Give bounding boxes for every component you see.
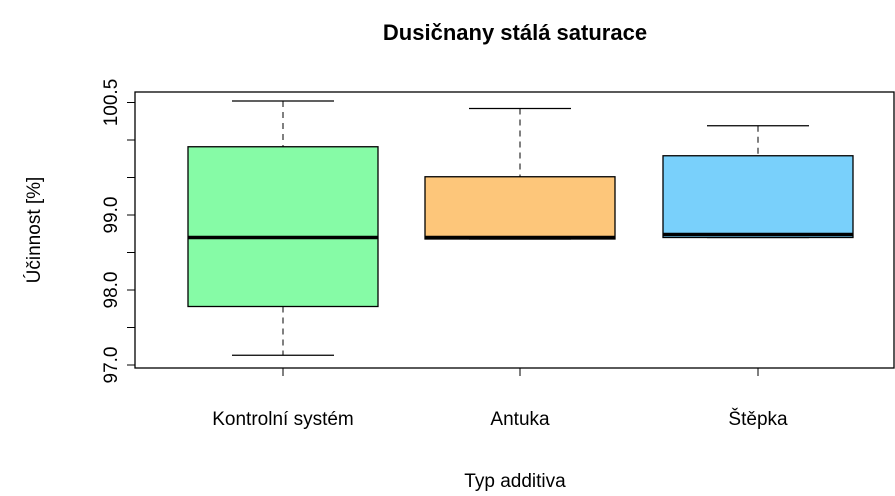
x-tick-label: Antuka [490,409,550,430]
x-tick-label: Kontrolní systém [212,409,354,430]
y-tick-label: 100.5 [101,79,122,127]
y-axis-label: Účinnost [%] [23,177,45,284]
x-tick-label: Štěpka [728,408,788,430]
y-tick-label: 97.0 [101,347,122,384]
chart-title: Dusičnany stálá saturace [383,20,647,45]
x-axis-label: Typ additiva [464,471,566,492]
box [662,155,854,239]
y-tick-label: 98.0 [101,272,122,309]
y-tick-label: 99.0 [101,197,122,234]
box [187,146,379,308]
plot-frame [134,91,895,369]
box [424,176,616,240]
